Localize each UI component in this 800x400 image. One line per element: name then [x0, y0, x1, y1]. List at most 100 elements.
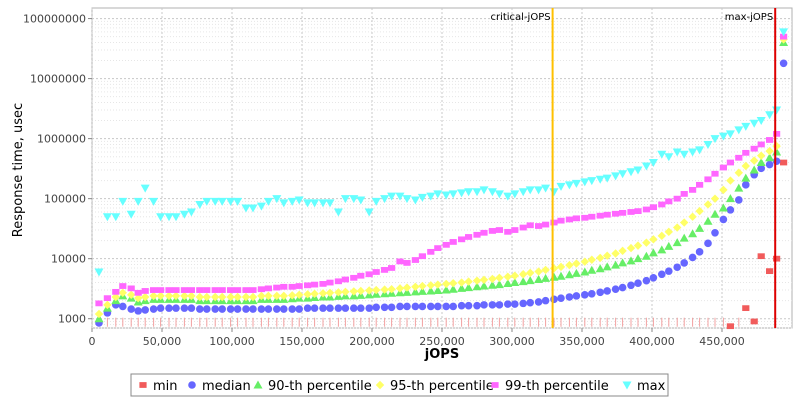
- 99-th-percentile-point: [388, 265, 396, 271]
- max-point: [571, 179, 581, 188]
- 90-th-percentile-point: [695, 223, 705, 232]
- 90-th-percentile-point: [472, 282, 482, 291]
- median-point: [127, 305, 135, 313]
- 95-th-percentile-point: [757, 151, 766, 160]
- max-point: [94, 268, 104, 277]
- 99-th-percentile-point: [165, 287, 173, 293]
- 90-th-percentile-point: [464, 283, 474, 292]
- 99-th-percentile-point: [150, 287, 158, 293]
- min-point: [780, 159, 788, 166]
- 95-th-percentile-point: [211, 292, 220, 302]
- median-point: [634, 279, 642, 288]
- max-point: [371, 197, 381, 206]
- median-point: [618, 283, 627, 292]
- legend-label: 95-th percentile: [390, 379, 494, 394]
- max-point: [448, 190, 458, 199]
- median-point: [488, 301, 497, 309]
- max-point: [156, 213, 166, 222]
- 99-th-percentile-point: [480, 229, 488, 236]
- max-point: [226, 197, 236, 206]
- 95-th-percentile-point: [318, 289, 328, 298]
- 95-th-percentile-point: [418, 281, 427, 291]
- max-point: [718, 132, 728, 141]
- x-tick-label: 150,000: [279, 335, 325, 348]
- 99-th-percentile-point: [434, 245, 442, 251]
- 90-th-percentile-point: [703, 216, 713, 225]
- max-point: [303, 199, 313, 208]
- max-point: [256, 202, 266, 211]
- 99-th-percentile-point: [273, 284, 281, 291]
- 99-th-percentile-point: [242, 287, 250, 293]
- max-point: [695, 146, 705, 155]
- median-point: [695, 248, 704, 256]
- median-point: [187, 304, 196, 312]
- 95-th-percentile-point: [488, 274, 497, 284]
- 99-th-percentile-point: [180, 287, 188, 293]
- 95-th-percentile-point: [202, 292, 211, 302]
- x-tick-label: 200,000: [349, 335, 395, 348]
- max-point: [672, 148, 682, 157]
- 95-th-percentile-point: [534, 267, 543, 276]
- 99-th-percentile-point: [588, 213, 596, 220]
- max-point: [164, 213, 174, 222]
- 90-th-percentile-point: [525, 276, 535, 285]
- 90-th-percentile-point: [426, 286, 436, 295]
- marker-label: critical-jOPS: [490, 12, 550, 23]
- legend-label: max: [637, 379, 666, 394]
- median-point: [603, 287, 611, 295]
- 99-th-percentile-point: [218, 287, 226, 293]
- median-point: [480, 301, 488, 309]
- 90-th-percentile-point: [725, 194, 735, 203]
- 99-th-percentile-point: [735, 154, 743, 161]
- 95-th-percentile-point: [349, 287, 358, 296]
- 95-th-percentile-point: [218, 292, 227, 302]
- 99-th-percentile-point: [504, 228, 512, 235]
- legend-marker: [188, 381, 196, 389]
- median-point: [372, 303, 381, 312]
- max-point: [387, 192, 397, 201]
- max-point: [741, 122, 751, 131]
- y-axis-title: Response time, usec: [11, 103, 26, 237]
- y-axis-ticks: 1000 10000 100000 1000000 10000000 100000000: [23, 13, 92, 326]
- max-point: [710, 135, 720, 144]
- 95-th-percentile-point: [734, 168, 743, 177]
- 95-th-percentile-point: [710, 194, 720, 203]
- max-point: [272, 195, 282, 204]
- 99-th-percentile-point: [449, 239, 457, 245]
- max-point: [564, 181, 574, 190]
- max-point: [518, 188, 528, 197]
- 90-th-percentile-point: [417, 286, 427, 295]
- median-point: [218, 305, 226, 313]
- median-point: [688, 253, 697, 262]
- 99-th-percentile-point: [665, 198, 673, 205]
- 99-th-percentile-point: [458, 236, 466, 243]
- 99-th-percentile-point: [203, 287, 211, 293]
- legend-marker: [139, 382, 147, 388]
- 95-th-percentile-point: [664, 227, 673, 237]
- 95-th-percentile-point: [356, 286, 365, 296]
- 99-th-percentile-point: [365, 271, 373, 278]
- 90-th-percentile-point: [765, 153, 775, 162]
- max-point: [494, 190, 504, 199]
- median-point: [457, 301, 466, 310]
- max-point: [195, 200, 205, 209]
- legend-marker: [491, 382, 499, 388]
- 90-th-percentile-point: [433, 286, 443, 295]
- max-point: [210, 197, 220, 206]
- median-point: [427, 302, 435, 311]
- median-point: [473, 301, 481, 310]
- 95-th-percentile-point: [495, 273, 504, 283]
- data-points: [94, 28, 789, 330]
- x-tick-label: 450,000: [699, 335, 745, 348]
- median-point: [280, 305, 288, 313]
- series-99-th-percentile: [95, 33, 788, 307]
- median-point: [649, 274, 658, 282]
- x-tick-label: 50,000: [143, 335, 182, 348]
- y-tick-label: 100000000: [23, 13, 86, 26]
- 90-th-percentile-point: [580, 267, 590, 276]
- 95-th-percentile-point: [618, 246, 627, 256]
- min-point: [726, 323, 734, 330]
- x-axis-title: jOPS: [424, 347, 459, 362]
- y-tick-label: 10000000: [30, 73, 86, 86]
- max-point: [118, 197, 128, 206]
